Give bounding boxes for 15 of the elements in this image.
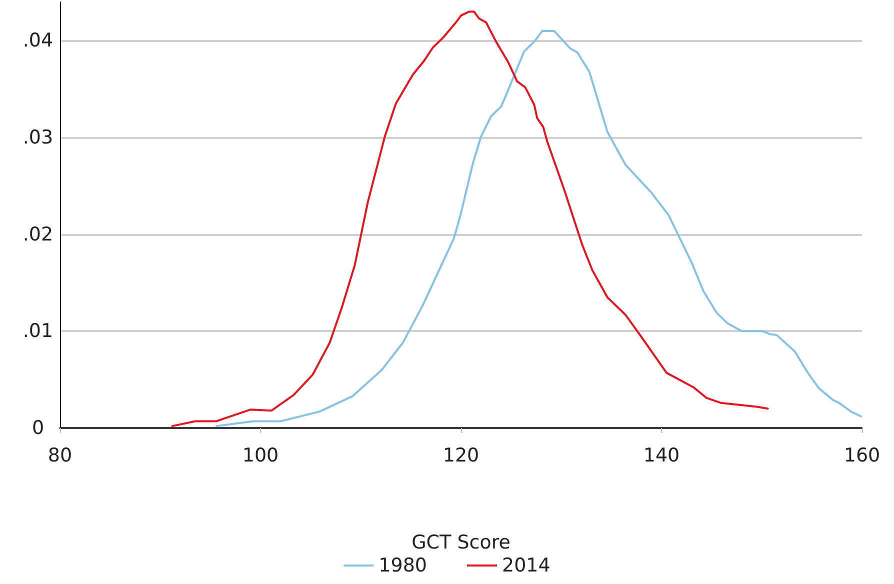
y-tick-label: .02 [22,223,54,246]
x-tick-label: 80 [48,444,72,466]
x-axis-title: GCT Score [412,532,510,554]
line-series [171,10,769,428]
legend-label: 1980 [378,554,428,576]
legend-label: 2014 [502,554,550,576]
x-tick-label: 140 [643,444,680,466]
y-tick-label: .03 [22,126,54,149]
y-tick-label: 0 [32,417,44,439]
line-series [215,30,862,428]
x-tick-label: 120 [442,444,480,466]
x-tick-label: 160 [844,444,880,466]
x-tick-label: 100 [242,444,279,466]
y-tick-label: .04 [22,30,54,52]
y-tick-label: .01 [22,320,54,342]
